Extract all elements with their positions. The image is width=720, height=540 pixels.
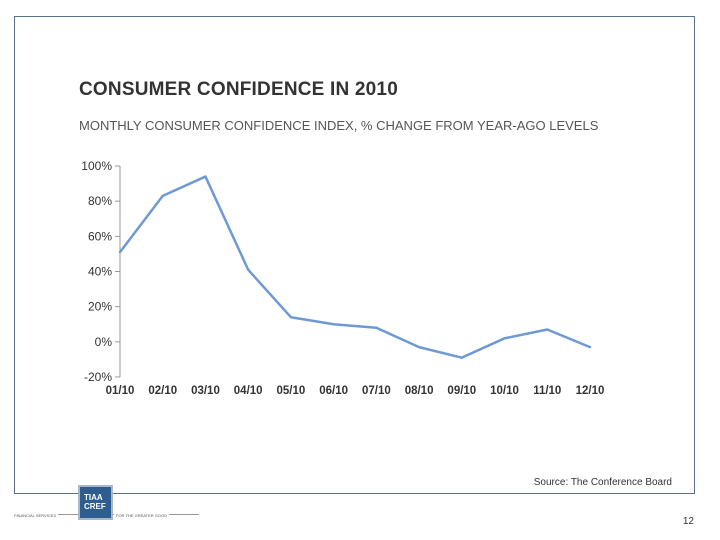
data-point [118, 250, 122, 254]
data-point [546, 328, 549, 331]
logo-line-2: CREF [84, 502, 106, 511]
y-tick-label: 80% [88, 194, 112, 208]
logo-line-1: TIAA [84, 493, 103, 502]
x-tick-label: 03/10 [191, 385, 220, 397]
x-tick-label: 12/10 [576, 385, 605, 397]
data-point [417, 345, 421, 349]
y-tick-label: 20% [88, 300, 112, 314]
data-point [161, 194, 164, 198]
x-tick-label: 11/10 [533, 385, 561, 397]
y-tick-label: 0% [95, 335, 113, 349]
x-tick-label: 05/10 [277, 385, 306, 397]
x-tick-label: 08/10 [405, 385, 434, 397]
data-point [460, 356, 464, 359]
y-axis: 100% 80% 60% 40% 20% 0% -20% [81, 159, 121, 384]
data-point [503, 337, 506, 340]
footer-tagline-left: FINANCIAL SERVICES [12, 513, 59, 518]
data-point [204, 175, 207, 178]
chart-title: CONSUMER CONFIDENCE IN 2010 [79, 79, 398, 100]
x-tick-label: 02/10 [148, 385, 177, 397]
x-tick-label: 06/10 [319, 385, 348, 397]
chart-subtitle: MONTHLY CONSUMER CONFIDENCE INDEX, % CHA… [79, 118, 599, 133]
x-tick-label: 07/10 [362, 385, 391, 397]
x-tick-label: 10/10 [490, 385, 519, 397]
tiaa-cref-logo: TIAA CREF [78, 485, 113, 520]
footer-tagline-right: FOR THE GREATER GOOD [114, 513, 169, 518]
x-axis: 01/10 02/10 03/10 04/10 05/10 06/10 07/10 08/10… [106, 385, 605, 397]
y-tick-label: 100% [81, 159, 112, 173]
y-tick-label: 60% [88, 229, 112, 243]
y-tick-label: 40% [88, 265, 112, 279]
page-number: 12 [682, 516, 694, 527]
logo-text: TIAA CREF [84, 493, 106, 511]
x-tick-label: 09/10 [447, 385, 476, 397]
data-point [375, 326, 378, 329]
y-tick-label: -20% [84, 370, 112, 384]
data-point [588, 345, 592, 349]
source-note: Source: The Conference Board [533, 477, 672, 488]
series-line [119, 175, 591, 359]
data-point [332, 323, 335, 326]
series-group [118, 175, 592, 359]
slide-frame [14, 16, 695, 494]
data-point [289, 316, 293, 319]
x-tick-label: 04/10 [234, 385, 263, 397]
x-tick-label: 01/10 [106, 385, 135, 397]
data-point [246, 268, 250, 271]
